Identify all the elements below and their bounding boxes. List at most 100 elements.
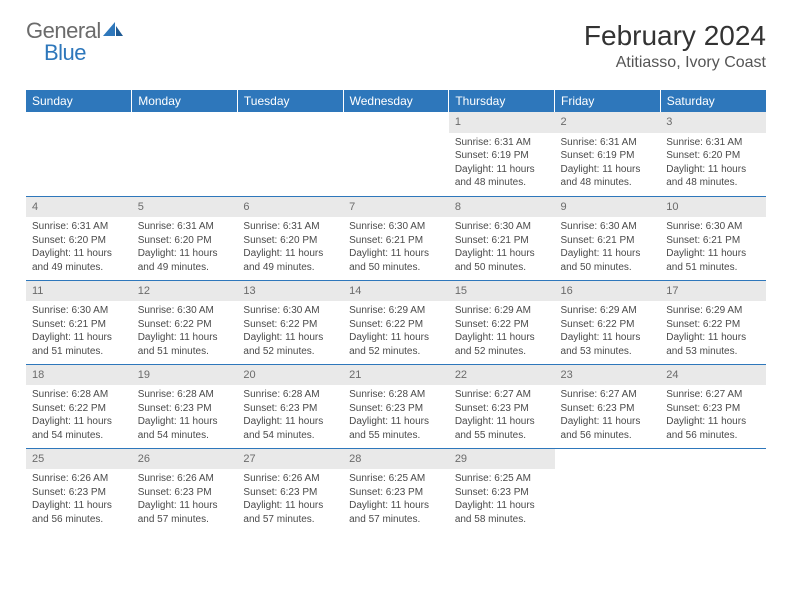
sunset-text: Sunset: 6:23 PM — [138, 402, 232, 416]
daylight-line1: Daylight: 11 hours — [455, 331, 549, 345]
sunrise-text: Sunrise: 6:31 AM — [243, 220, 337, 234]
sunrise-text: Sunrise: 6:30 AM — [455, 220, 549, 234]
day-data: Sunrise: 6:26 AMSunset: 6:23 PMDaylight:… — [132, 469, 238, 530]
day-number: 28 — [343, 449, 449, 470]
sunset-text: Sunset: 6:20 PM — [138, 234, 232, 248]
day-data: Sunrise: 6:30 AMSunset: 6:21 PMDaylight:… — [660, 217, 766, 278]
calendar-week-row: 1Sunrise: 6:31 AMSunset: 6:19 PMDaylight… — [26, 112, 766, 196]
daylight-line1: Daylight: 11 hours — [666, 163, 760, 177]
weekday-header: Tuesday — [237, 90, 343, 112]
day-number: 5 — [132, 197, 238, 218]
daylight-line2: and 54 minutes. — [243, 429, 337, 443]
daylight-line1: Daylight: 11 hours — [138, 415, 232, 429]
day-data: Sunrise: 6:30 AMSunset: 6:22 PMDaylight:… — [237, 301, 343, 362]
sunset-text: Sunset: 6:21 PM — [666, 234, 760, 248]
sunrise-text: Sunrise: 6:27 AM — [561, 388, 655, 402]
daylight-line2: and 53 minutes. — [561, 345, 655, 359]
day-data: Sunrise: 6:26 AMSunset: 6:23 PMDaylight:… — [237, 469, 343, 530]
daylight-line2: and 51 minutes. — [32, 345, 126, 359]
daylight-line2: and 58 minutes. — [455, 513, 549, 527]
daylight-line1: Daylight: 11 hours — [243, 415, 337, 429]
calendar-day-cell: 3Sunrise: 6:31 AMSunset: 6:20 PMDaylight… — [660, 112, 766, 196]
calendar-day-cell: 21Sunrise: 6:28 AMSunset: 6:23 PMDayligh… — [343, 364, 449, 448]
day-number: 3 — [660, 112, 766, 133]
sunset-text: Sunset: 6:22 PM — [138, 318, 232, 332]
day-number: 7 — [343, 197, 449, 218]
sunset-text: Sunset: 6:22 PM — [349, 318, 443, 332]
daylight-line2: and 48 minutes. — [455, 176, 549, 190]
day-number: 16 — [555, 281, 661, 302]
daylight-line2: and 49 minutes. — [32, 261, 126, 275]
daylight-line2: and 56 minutes. — [666, 429, 760, 443]
daylight-line1: Daylight: 11 hours — [455, 247, 549, 261]
calendar-day-cell: 1Sunrise: 6:31 AMSunset: 6:19 PMDaylight… — [449, 112, 555, 196]
calendar-day-cell: 16Sunrise: 6:29 AMSunset: 6:22 PMDayligh… — [555, 280, 661, 364]
sunset-text: Sunset: 6:22 PM — [243, 318, 337, 332]
calendar-empty-cell — [132, 112, 238, 196]
header: GeneralBlue February 2024 Atitiasso, Ivo… — [26, 20, 766, 72]
calendar-day-cell: 14Sunrise: 6:29 AMSunset: 6:22 PMDayligh… — [343, 280, 449, 364]
sunrise-text: Sunrise: 6:30 AM — [32, 304, 126, 318]
day-data: Sunrise: 6:26 AMSunset: 6:23 PMDaylight:… — [26, 469, 132, 530]
weekday-header: Friday — [555, 90, 661, 112]
day-data: Sunrise: 6:29 AMSunset: 6:22 PMDaylight:… — [555, 301, 661, 362]
brand-part1: General — [26, 20, 101, 42]
calendar-header-row: SundayMondayTuesdayWednesdayThursdayFrid… — [26, 90, 766, 112]
sunrise-text: Sunrise: 6:27 AM — [666, 388, 760, 402]
daylight-line2: and 49 minutes. — [243, 261, 337, 275]
day-data: Sunrise: 6:30 AMSunset: 6:21 PMDaylight:… — [26, 301, 132, 362]
day-data: Sunrise: 6:28 AMSunset: 6:22 PMDaylight:… — [26, 385, 132, 446]
day-number: 27 — [237, 449, 343, 470]
sunset-text: Sunset: 6:21 PM — [32, 318, 126, 332]
weekday-header: Saturday — [660, 90, 766, 112]
sunrise-text: Sunrise: 6:29 AM — [561, 304, 655, 318]
daylight-line2: and 49 minutes. — [138, 261, 232, 275]
day-data: Sunrise: 6:25 AMSunset: 6:23 PMDaylight:… — [343, 469, 449, 530]
sunset-text: Sunset: 6:22 PM — [32, 402, 126, 416]
daylight-line2: and 53 minutes. — [666, 345, 760, 359]
location: Atitiasso, Ivory Coast — [584, 54, 766, 72]
sunset-text: Sunset: 6:23 PM — [138, 486, 232, 500]
day-number: 6 — [237, 197, 343, 218]
sunrise-text: Sunrise: 6:25 AM — [455, 472, 549, 486]
sunrise-text: Sunrise: 6:30 AM — [243, 304, 337, 318]
sunset-text: Sunset: 6:23 PM — [455, 486, 549, 500]
sunrise-text: Sunrise: 6:30 AM — [666, 220, 760, 234]
day-data: Sunrise: 6:28 AMSunset: 6:23 PMDaylight:… — [343, 385, 449, 446]
day-number: 29 — [449, 449, 555, 470]
daylight-line2: and 54 minutes. — [138, 429, 232, 443]
calendar-body: 1Sunrise: 6:31 AMSunset: 6:19 PMDaylight… — [26, 112, 766, 532]
day-data: Sunrise: 6:27 AMSunset: 6:23 PMDaylight:… — [449, 385, 555, 446]
sunrise-text: Sunrise: 6:30 AM — [349, 220, 443, 234]
daylight-line2: and 52 minutes. — [349, 345, 443, 359]
calendar-day-cell: 24Sunrise: 6:27 AMSunset: 6:23 PMDayligh… — [660, 364, 766, 448]
daylight-line1: Daylight: 11 hours — [243, 331, 337, 345]
sunset-text: Sunset: 6:20 PM — [666, 149, 760, 163]
daylight-line1: Daylight: 11 hours — [561, 331, 655, 345]
sunset-text: Sunset: 6:21 PM — [561, 234, 655, 248]
sunrise-text: Sunrise: 6:25 AM — [349, 472, 443, 486]
sunrise-text: Sunrise: 6:29 AM — [349, 304, 443, 318]
daylight-line1: Daylight: 11 hours — [561, 415, 655, 429]
day-number: 9 — [555, 197, 661, 218]
day-number: 14 — [343, 281, 449, 302]
calendar-day-cell: 19Sunrise: 6:28 AMSunset: 6:23 PMDayligh… — [132, 364, 238, 448]
sunset-text: Sunset: 6:22 PM — [455, 318, 549, 332]
sunset-text: Sunset: 6:23 PM — [349, 402, 443, 416]
calendar-day-cell: 22Sunrise: 6:27 AMSunset: 6:23 PMDayligh… — [449, 364, 555, 448]
sunset-text: Sunset: 6:21 PM — [455, 234, 549, 248]
day-data: Sunrise: 6:28 AMSunset: 6:23 PMDaylight:… — [237, 385, 343, 446]
calendar-week-row: 25Sunrise: 6:26 AMSunset: 6:23 PMDayligh… — [26, 448, 766, 532]
daylight-line1: Daylight: 11 hours — [138, 331, 232, 345]
sunrise-text: Sunrise: 6:31 AM — [32, 220, 126, 234]
day-data: Sunrise: 6:30 AMSunset: 6:22 PMDaylight:… — [132, 301, 238, 362]
daylight-line2: and 54 minutes. — [32, 429, 126, 443]
day-number: 13 — [237, 281, 343, 302]
sunset-text: Sunset: 6:23 PM — [32, 486, 126, 500]
day-data: Sunrise: 6:30 AMSunset: 6:21 PMDaylight:… — [343, 217, 449, 278]
day-number: 8 — [449, 197, 555, 218]
day-data: Sunrise: 6:31 AMSunset: 6:19 PMDaylight:… — [449, 133, 555, 194]
daylight-line1: Daylight: 11 hours — [32, 247, 126, 261]
sunset-text: Sunset: 6:20 PM — [243, 234, 337, 248]
sunrise-text: Sunrise: 6:29 AM — [666, 304, 760, 318]
